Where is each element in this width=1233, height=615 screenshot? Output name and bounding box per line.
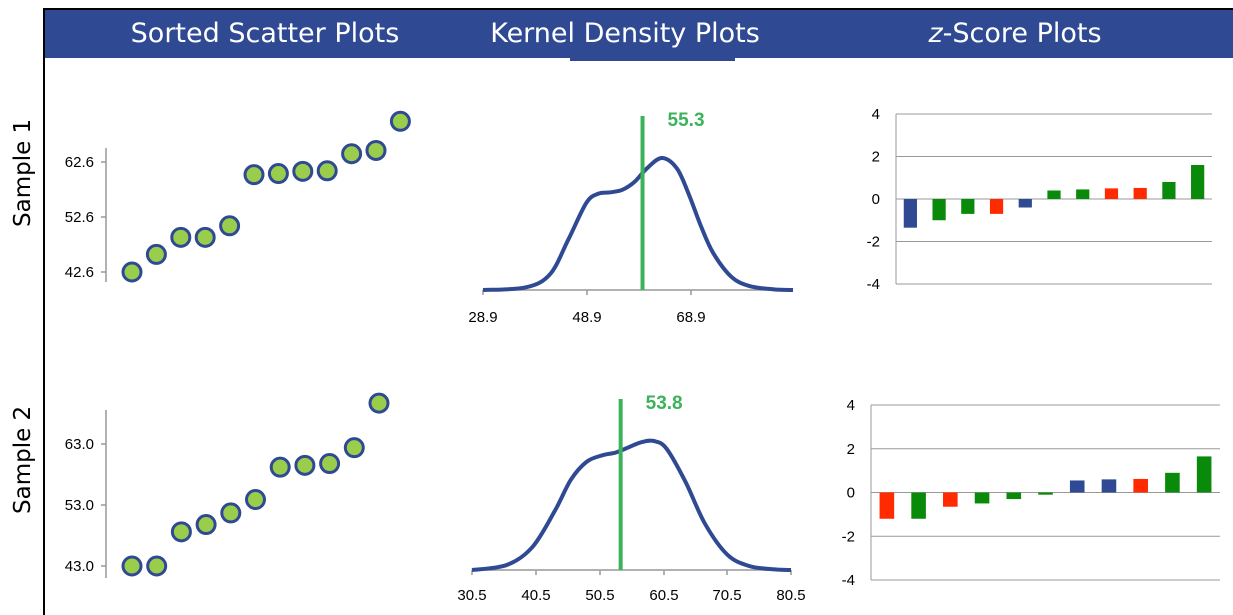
s2-z-bar	[879, 492, 895, 519]
s1-z-bar	[1133, 187, 1147, 199]
s1-scatter-point	[121, 261, 143, 283]
s2-kde-xtick-label: 40.5	[521, 587, 550, 604]
s2-z-bar	[1006, 492, 1022, 500]
header-banner	[45, 10, 1233, 58]
s2-z-bar	[974, 492, 990, 504]
s2-scatter-point	[170, 521, 192, 543]
s1-scatter-point	[145, 243, 167, 265]
s1-kde-mean-label: 55.3	[668, 110, 705, 131]
s2-scatter-point	[146, 555, 168, 577]
s2-z-ytick-label: 2	[847, 441, 855, 458]
header-kde: Kernel Density Plots	[490, 18, 760, 49]
s1-z-bar	[1162, 182, 1176, 199]
s1-kde-xtick-label: 68.9	[676, 309, 705, 326]
s1-scatter-point	[389, 110, 411, 132]
s2-z-bar	[1101, 479, 1117, 493]
s2-scatter-point	[121, 555, 143, 577]
s2-scatter-point	[220, 502, 242, 524]
s1-z-bar	[1018, 199, 1032, 208]
s2-kde-xtick-label: 80.5	[776, 587, 805, 604]
s2-scatter-point	[294, 454, 316, 476]
s2-scatter-ytick-label: 53.0	[65, 497, 94, 514]
header-zscore: z-Score Plots	[855, 10, 1175, 58]
s1-scatter-point	[267, 163, 289, 185]
s2-kde-mean-label: 53.8	[646, 393, 683, 414]
s1-kde-xtick-label: 48.9	[572, 309, 601, 326]
s2-kde-density-curve	[471, 438, 792, 572]
s2-kde-xtick-label: 70.5	[712, 587, 741, 604]
s2-scatter-point	[319, 453, 341, 475]
s2-kde-xtick-label: 30.5	[457, 587, 486, 604]
s1-z-bar	[1047, 190, 1061, 199]
s1-z-bar	[1076, 189, 1090, 199]
s1-z-ytick-label: -2	[867, 234, 880, 251]
s2-kde-xtick-label: 50.5	[585, 587, 614, 604]
s2-z-ytick-label: 0	[847, 485, 855, 502]
s2-z-ytick-label: -2	[842, 528, 855, 545]
s2-scatter-point	[368, 392, 390, 414]
s1-scatter-ytick-label: 52.6	[65, 209, 94, 226]
s1-scatter-point	[170, 226, 192, 248]
s2-scatter-point	[343, 437, 365, 459]
s1-z-ytick-label: 2	[872, 149, 880, 166]
s2-z-bar	[1133, 478, 1148, 493]
s1-z-bar	[903, 199, 917, 228]
s2-z-bar	[1165, 472, 1180, 493]
s1-scatter-ytick-label: 62.6	[65, 154, 94, 171]
s1-scatter-point	[365, 139, 387, 161]
s1-z-ytick-label: -4	[867, 276, 880, 293]
s1-z-ytick-label: 4	[872, 106, 880, 123]
slide-frame	[43, 8, 1233, 615]
s2-z-ytick-label: 4	[847, 397, 855, 414]
s2-z-bar	[1038, 492, 1053, 495]
s1-kde-xtick-label: 28.9	[468, 309, 497, 326]
s1-z-bar	[989, 199, 1004, 214]
s1-scatter-point	[243, 164, 265, 186]
s1-scatter-point	[341, 143, 363, 165]
s2-scatter-point	[245, 489, 266, 511]
s1-z-bar	[961, 199, 975, 214]
header-zscore-italic: z	[928, 18, 943, 49]
s2-scatter-ytick-label: 63.0	[65, 436, 94, 453]
s2-z-bar	[1196, 456, 1212, 493]
s2-z-bar	[943, 492, 958, 507]
header-scatter: Sorted Scatter Plots	[130, 18, 400, 49]
s1-scatter-point	[194, 226, 216, 248]
s2-scatter-point	[195, 514, 217, 536]
s1-scatter-point	[219, 215, 241, 237]
s1-scatter-point	[292, 160, 314, 182]
header-zscore-rest: -Score Plots	[942, 18, 1102, 49]
s1-z-ytick-label: 0	[872, 191, 880, 208]
s2-z-bar	[1069, 480, 1085, 493]
s1-z-bar	[1191, 165, 1205, 199]
s2-scatter-point	[269, 456, 291, 478]
s2-scatter-ytick-label: 43.0	[65, 558, 94, 575]
s2-kde-xtick-label: 60.5	[649, 587, 678, 604]
s1-scatter-point	[316, 160, 338, 182]
header-tab-accent	[570, 58, 735, 61]
s2-z-ytick-label: -4	[842, 572, 855, 589]
s1-z-bar	[1104, 188, 1119, 199]
s1-z-bar	[932, 199, 946, 221]
s1-scatter-ytick-label: 42.6	[65, 264, 94, 281]
s1-kde-density-curve	[482, 155, 794, 292]
s2-z-bar	[911, 492, 926, 519]
